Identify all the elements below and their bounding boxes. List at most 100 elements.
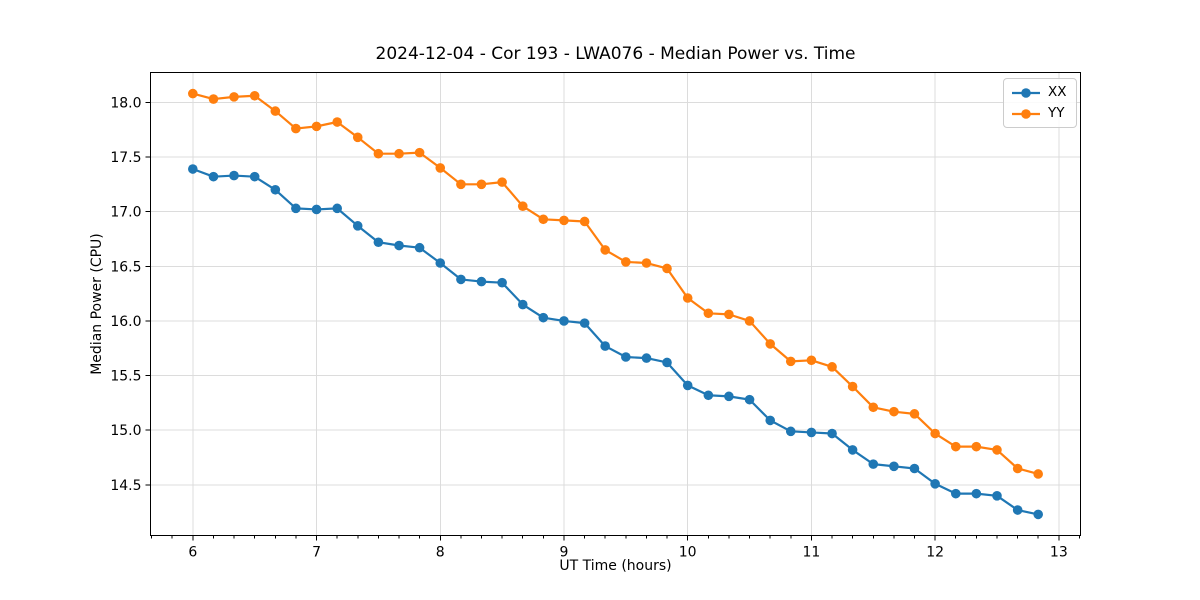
legend: XX YY — [1003, 78, 1077, 128]
series-yy-point — [765, 339, 776, 349]
series-yy-point — [352, 132, 363, 143]
series-xx-point — [703, 390, 714, 401]
series-yy-point — [806, 355, 817, 366]
series-yy-point — [744, 316, 755, 326]
y-tick-label: 18.0 — [110, 95, 141, 111]
y-tick-label: 16.5 — [110, 259, 141, 275]
series-yy-point — [662, 263, 672, 274]
series-xx-point — [621, 352, 631, 362]
series-yy-point — [1033, 469, 1043, 479]
series-xx-point — [229, 170, 239, 181]
series-xx-point — [930, 479, 940, 489]
y-tick-label: 14.5 — [110, 478, 141, 494]
series-yy-point — [600, 245, 610, 255]
series-xx-point — [497, 277, 507, 288]
series-xx-point — [559, 316, 569, 326]
series-yy-point — [868, 402, 879, 413]
series-yy-point — [249, 90, 260, 101]
series-xx-point — [971, 488, 982, 499]
series-xx-point — [889, 461, 899, 472]
series-yy-point — [1012, 463, 1023, 474]
y-tick-label: 15.5 — [110, 369, 141, 385]
x-tick-label: 10 — [679, 545, 697, 561]
series-yy-point — [703, 308, 714, 319]
series-xx-point — [682, 380, 693, 391]
series-xx-point — [1033, 509, 1043, 520]
legend-line-sample — [1012, 108, 1040, 119]
series-yy-point — [889, 406, 899, 417]
legend-item-yy: YY — [1012, 105, 1067, 122]
legend-item-xx: XX — [1012, 84, 1067, 101]
x-tick-label: 6 — [188, 545, 197, 561]
series-yy-point — [682, 293, 693, 303]
series-xx-point — [847, 445, 858, 455]
series-yy-point — [785, 356, 796, 367]
series-yy-point — [435, 163, 446, 173]
series-yy-point — [373, 148, 384, 159]
series-yy-point — [517, 201, 528, 211]
series-xx-point — [352, 221, 363, 231]
series-xx-point — [476, 276, 487, 287]
series-yy-point — [497, 177, 507, 187]
series-xx-point — [517, 299, 528, 310]
series-xx-point — [456, 274, 466, 285]
series-yy-point — [270, 106, 281, 116]
series-xx-point — [806, 427, 817, 438]
series-xx-point — [435, 258, 446, 268]
y-tick-label: 17.0 — [110, 205, 141, 221]
series-xx-point — [373, 237, 384, 248]
series-xx-point — [724, 391, 734, 402]
series-yy-point — [208, 94, 219, 104]
x-tick-label: 7 — [312, 545, 321, 561]
series-xx-point — [950, 488, 961, 499]
series-yy-point — [724, 309, 734, 320]
series-yy-point — [971, 441, 982, 452]
series-xx-point — [414, 242, 425, 253]
series-yy-point — [538, 214, 549, 225]
series-xx-point — [579, 318, 590, 328]
x-axis-label: UT Time (hours) — [559, 558, 672, 574]
series-yy-point — [621, 257, 631, 267]
series-xx-point — [208, 171, 219, 182]
x-tick-label: 8 — [436, 545, 445, 561]
x-tick-label: 13 — [1050, 545, 1068, 561]
legend-line-sample — [1012, 87, 1040, 98]
series-xx-point — [600, 341, 610, 351]
series-xx-point — [270, 184, 281, 195]
series-yy-point — [229, 92, 239, 102]
series-xx-point — [188, 164, 198, 174]
plot-border — [150, 72, 1081, 536]
series-xx-point — [311, 204, 322, 215]
series-xx-point — [744, 394, 755, 405]
chart-title: 2024-12-04 - Cor 193 - LWA076 - Median P… — [375, 44, 856, 64]
series-xx-point — [827, 428, 837, 439]
x-tick-label: 9 — [560, 545, 569, 561]
series-yy-point — [311, 121, 322, 132]
series-yy-point — [188, 88, 198, 99]
series-yy-point — [559, 215, 569, 226]
series-yy-point — [930, 428, 940, 439]
series-xx-point — [868, 459, 879, 469]
series-xx-point — [249, 171, 260, 182]
series-xx-line — [192, 167, 1039, 516]
y-tick-label: 17.5 — [110, 150, 141, 166]
x-tick-label: 11 — [802, 545, 820, 561]
legend-label: XX — [1048, 83, 1067, 100]
series-yy-point — [476, 179, 487, 190]
series-xx-point — [1012, 505, 1023, 515]
y-axis-label: Median Power (CPU) — [89, 233, 105, 375]
y-tick-label: 15.0 — [110, 423, 141, 439]
series-xx-point — [662, 357, 672, 368]
series-xx-point — [332, 203, 342, 214]
series-xx-point — [765, 415, 776, 426]
series-yy-point — [909, 409, 920, 419]
series-xx-point — [538, 312, 549, 323]
series-yy-point — [394, 148, 404, 159]
y-tick-label: 16.0 — [110, 314, 141, 330]
series-yy-point — [579, 216, 590, 227]
series-xx-point — [785, 426, 796, 437]
series-xx-point — [394, 240, 404, 251]
series-xx-point — [909, 463, 920, 474]
series-xx-point — [291, 203, 301, 214]
